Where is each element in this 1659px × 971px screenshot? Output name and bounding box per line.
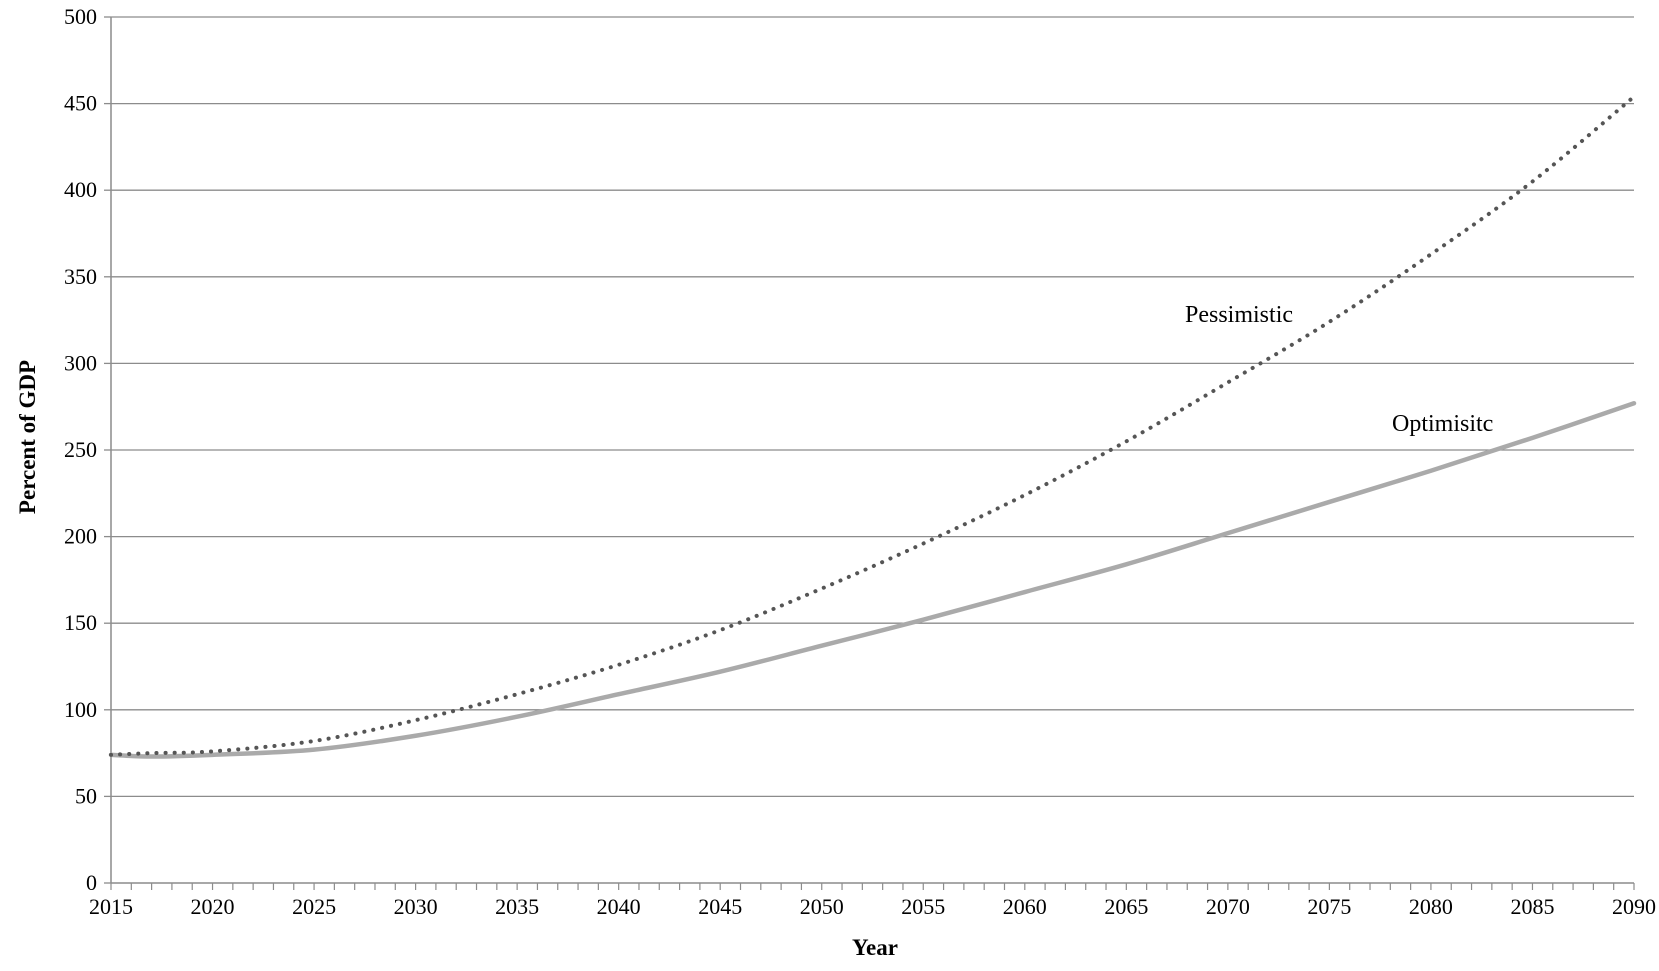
y-tick-label-400: 400	[64, 177, 97, 202]
y-tick-label-200: 200	[64, 524, 97, 549]
x-tick-label-2085: 2085	[1510, 894, 1554, 919]
x-tick-label-2055: 2055	[901, 894, 945, 919]
x-tick-label-2030: 2030	[394, 894, 438, 919]
y-tick-label-0: 0	[86, 870, 97, 895]
y-tick-label-150: 150	[64, 610, 97, 635]
x-tick-label-2075: 2075	[1307, 894, 1351, 919]
x-tick-label-2040: 2040	[597, 894, 641, 919]
tick-labels: 0 50 100 150 200 250 300 350 400 450 500 2015 2020 20…	[64, 4, 1656, 919]
series-lines	[108, 94, 1637, 759]
x-tick-label-2035: 2035	[495, 894, 539, 919]
x-tick-label-2080: 2080	[1409, 894, 1453, 919]
y-axis-title: Percent of GDP	[15, 360, 40, 514]
x-tick-label-2070: 2070	[1206, 894, 1250, 919]
x-tick-label-2090: 2090	[1612, 894, 1656, 919]
y-tick-label-300: 300	[64, 350, 97, 375]
y-tick-label-450: 450	[64, 91, 97, 116]
x-axis-title: Year	[852, 935, 898, 960]
y-tick-label-250: 250	[64, 437, 97, 462]
x-tick-label-2045: 2045	[698, 894, 742, 919]
y-tick-label-500: 500	[64, 4, 97, 29]
series-line-optimistic	[108, 400, 1637, 759]
y-tick-label-100: 100	[64, 697, 97, 722]
y-tick-label-50: 50	[75, 783, 97, 808]
x-tick-label-2020: 2020	[191, 894, 235, 919]
x-tick-label-2015: 2015	[89, 894, 133, 919]
x-tick-label-2050: 2050	[800, 894, 844, 919]
series-label-optimistic: Optimisitc	[1392, 411, 1493, 437]
y-tick-label-350: 350	[64, 264, 97, 289]
x-tick-label-2025: 2025	[292, 894, 336, 919]
series-label-pessimistic: Pessimistic	[1185, 302, 1293, 328]
x-tick-label-2060: 2060	[1003, 894, 1047, 919]
gridlines	[111, 16, 1634, 798]
x-tick-label-2065: 2065	[1104, 894, 1148, 919]
axes	[104, 16, 1635, 890]
